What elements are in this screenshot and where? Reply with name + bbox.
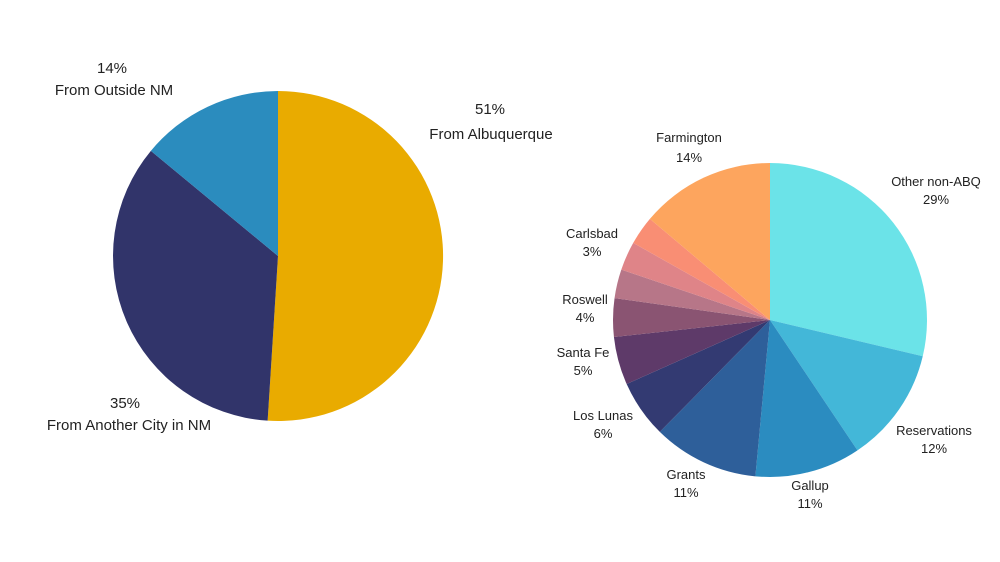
slice-label-outside-nm-name: From Outside NM: [55, 82, 173, 99]
slice-label-roswell-name: Roswell: [562, 292, 608, 307]
pie-slice-unlabeled-8: [621, 242, 770, 320]
pie-slice-from-outside-nm: [150, 91, 278, 256]
slice-label-santa-fe-value: 5%: [574, 363, 593, 378]
slice-label-albuquerque-name: From Albuquerque: [429, 126, 552, 143]
slice-label-grants-name: Grants: [666, 467, 706, 482]
pie-slice-roswell: [613, 298, 770, 338]
pie-slice-gallup: [755, 320, 858, 478]
slice-label-other-non-abq-value: 29%: [923, 192, 949, 207]
slice-label-reservations-name: Reservations: [896, 423, 972, 438]
pie-slice-farmington: [649, 163, 770, 320]
slice-label-farmington-name: Farmington: [656, 130, 722, 145]
slice-label-los-lunas-name: Los Lunas: [573, 408, 633, 423]
pie-slice-reservations: [770, 320, 923, 451]
slice-label-los-lunas-value: 6%: [594, 426, 613, 441]
slice-label-another-city-name: From Another City in NM: [47, 417, 211, 434]
slice-label-carlsbad-value: 3%: [583, 244, 602, 259]
pie-chart-origin: [113, 90, 444, 421]
slice-label-another-city-value: 35%: [110, 395, 140, 412]
slice-label-gallup-name: Gallup: [791, 478, 829, 493]
pie-slice-los-lunas: [626, 320, 770, 432]
slice-label-grants-value: 11%: [673, 485, 698, 500]
slice-label-roswell-value: 4%: [576, 310, 595, 325]
slice-label-other-non-abq-name: Other non-ABQ: [891, 174, 981, 189]
pie-chart-non-abq-breakdown: [613, 163, 928, 478]
pie-slice-other-non-abq: [770, 163, 928, 357]
slice-label-carlsbad-name: Carlsbad: [566, 226, 618, 241]
slice-label-outside-nm-value: 14%: [97, 60, 127, 77]
pie-slice-from-another-city-in-nm: [113, 150, 278, 421]
pie-slice-carlsbad: [633, 218, 770, 320]
slice-label-farmington-value: 14%: [676, 150, 702, 165]
slice-label-gallup-value: 11%: [797, 496, 822, 511]
slice-label-albuquerque-value: 51%: [475, 101, 505, 118]
slice-label-santa-fe-name: Santa Fe: [557, 345, 610, 360]
pie-slice-unlabeled-7: [614, 269, 770, 320]
pie-slice-grants: [659, 320, 770, 477]
slice-label-reservations-value: 12%: [921, 441, 947, 456]
pie-slice-from-albuquerque: [267, 90, 444, 421]
pie-slice-santa-fe: [613, 320, 770, 385]
